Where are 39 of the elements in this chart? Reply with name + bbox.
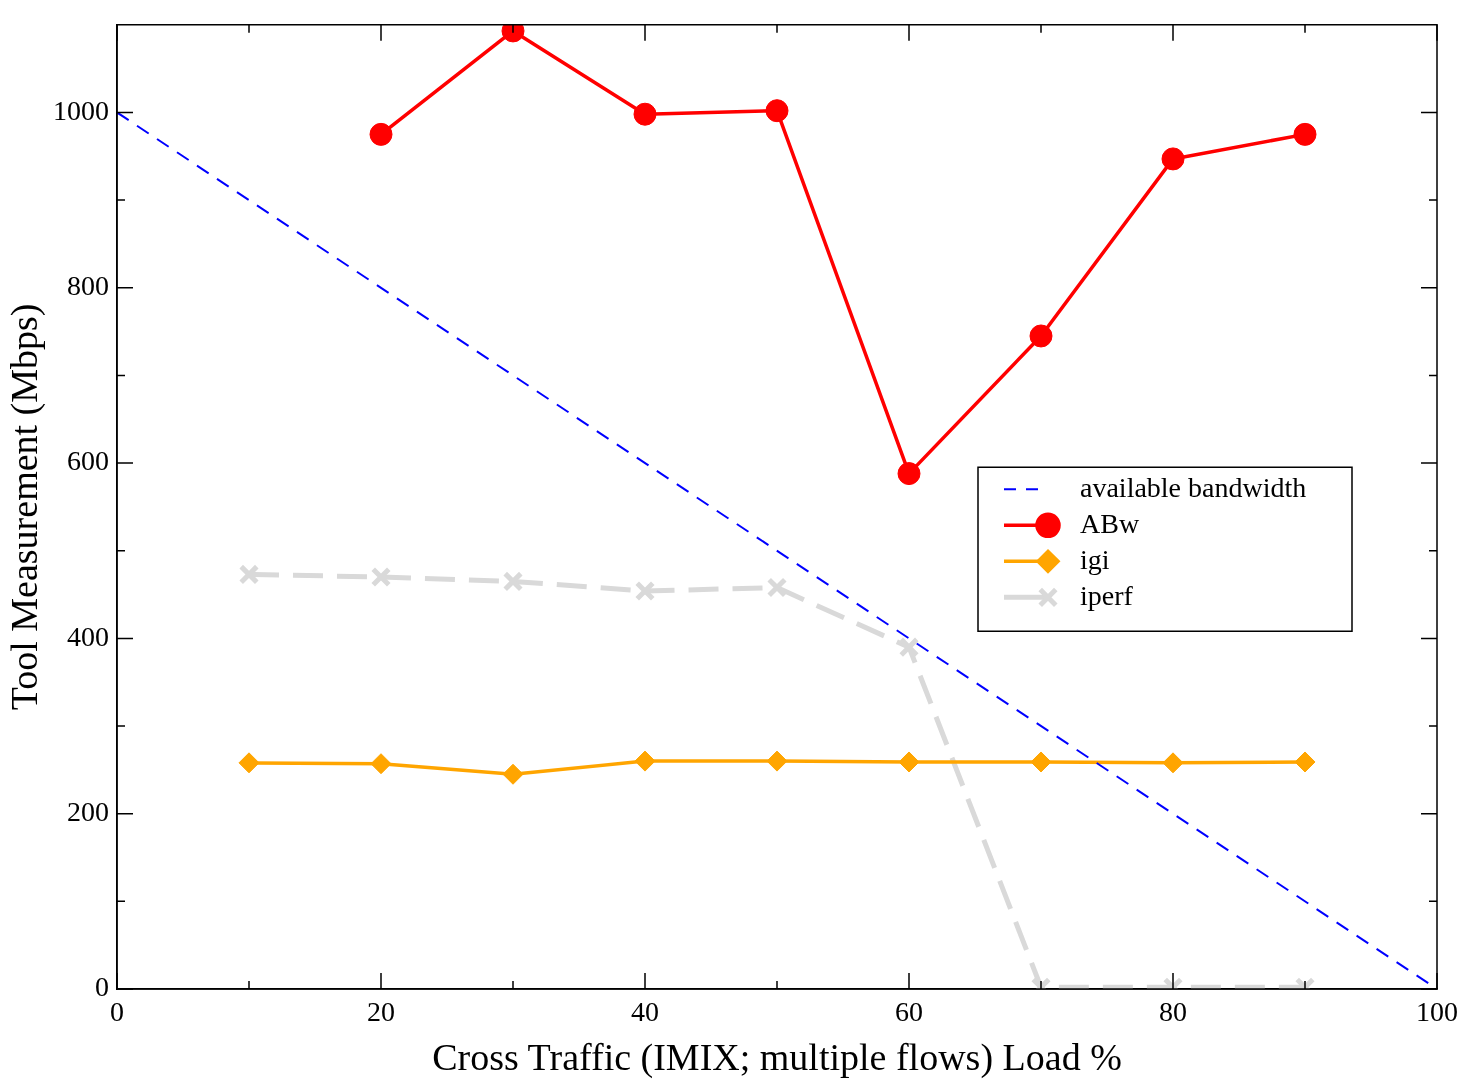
point <box>898 751 920 773</box>
x-tick-label: 60 <box>895 996 923 1028</box>
y-tick-label: 400 <box>67 620 109 652</box>
point <box>238 564 260 585</box>
point <box>502 763 524 785</box>
legend-label: ABw <box>1080 507 1140 539</box>
x-tick-label: 20 <box>367 996 395 1028</box>
point <box>369 122 393 146</box>
point <box>1294 751 1316 773</box>
point <box>634 580 656 602</box>
point <box>634 750 656 772</box>
legend-label: available bandwidth <box>1080 471 1307 503</box>
point <box>1162 752 1184 774</box>
legend-label: iperf <box>1080 579 1134 611</box>
x-axis-title: Cross Traffic (IMIX; multiple flows) Load % <box>432 1036 1122 1080</box>
point <box>765 99 789 123</box>
x-tick-label: 80 <box>1159 996 1187 1028</box>
point <box>370 753 392 775</box>
point <box>766 577 788 598</box>
y-axis-title: Tool Measurement (Mbps) <box>2 303 46 711</box>
y-tick-label: 600 <box>67 445 109 477</box>
y-tick-label: 200 <box>67 796 109 828</box>
point <box>1293 122 1317 146</box>
point <box>766 750 788 772</box>
point <box>633 102 657 126</box>
x-tick-label: 40 <box>631 996 659 1028</box>
point <box>897 462 921 486</box>
legend-label: igi <box>1080 543 1110 575</box>
point <box>1030 751 1052 773</box>
y-tick-label: 1000 <box>53 94 109 126</box>
point <box>502 571 524 592</box>
point <box>238 752 260 774</box>
y-tick-label: 800 <box>67 270 109 302</box>
point <box>1161 147 1185 171</box>
y-tick-label: 0 <box>95 971 109 1003</box>
point <box>898 636 920 658</box>
x-tick-label: 100 <box>1416 996 1458 1028</box>
point <box>1029 324 1053 348</box>
point <box>370 566 392 588</box>
